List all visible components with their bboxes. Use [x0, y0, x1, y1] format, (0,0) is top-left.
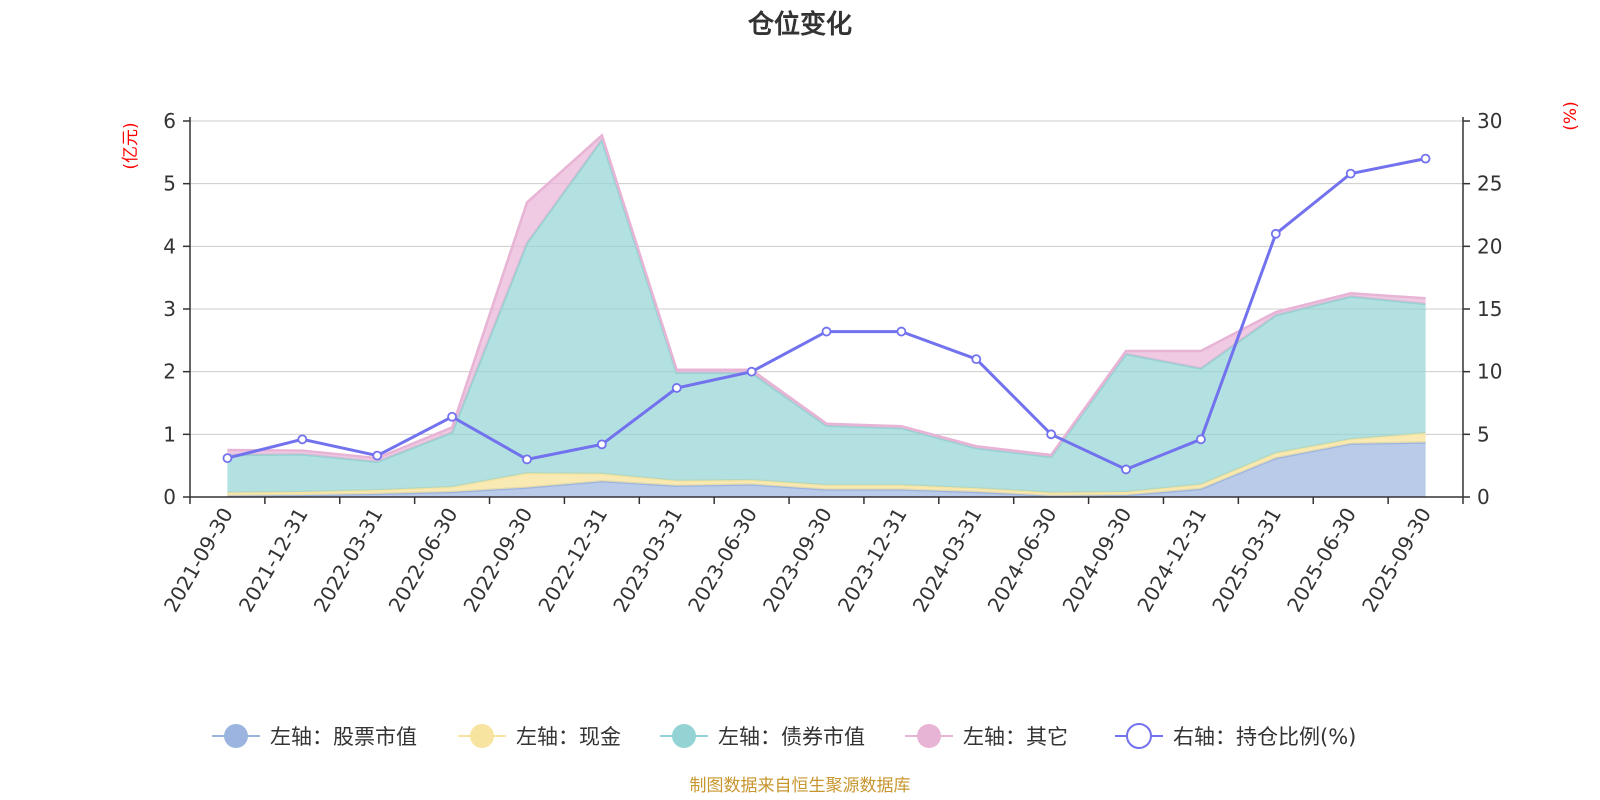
x-tick-label: 2024-09-30 — [1057, 504, 1136, 617]
left-tick-label: 2 — [163, 360, 176, 384]
x-tick-label: 2022-12-31 — [533, 504, 612, 617]
ratio-point — [1345, 168, 1356, 179]
right-tick-label: 10 — [1477, 360, 1502, 384]
source-note: 制图数据来自恒生聚源数据库 — [690, 776, 911, 796]
left-tick-label: 3 — [163, 297, 176, 321]
ratio-point — [1196, 434, 1206, 445]
ratio-point — [971, 354, 982, 365]
x-tick-label: 2021-09-30 — [159, 504, 238, 617]
right-tick-label: 20 — [1477, 234, 1502, 258]
ratio-point — [222, 453, 233, 464]
ratio-point — [671, 383, 682, 393]
ratio-point — [821, 326, 832, 337]
area-series-4-edge — [227, 133, 1426, 460]
legend-label: 左轴：其它 — [963, 725, 1068, 749]
x-tick-label: 2025-06-30 — [1282, 504, 1361, 617]
area-series-4 — [227, 135, 1426, 462]
left-tick-label: 5 — [163, 172, 176, 196]
legend-swatch-marker — [672, 724, 696, 748]
x-tick-label: 2022-09-30 — [458, 504, 537, 617]
area-series-1 — [227, 442, 1426, 497]
area-series-2 — [227, 433, 1426, 496]
ratio-point — [522, 454, 532, 465]
ratio-point — [447, 411, 457, 422]
x-tick-label: 2022-03-31 — [309, 504, 388, 617]
x-tick-label: 2023-09-30 — [758, 504, 837, 617]
ratio-point — [1270, 228, 1281, 239]
ratio-point — [1121, 464, 1131, 475]
legend-label: 左轴：股票市值 — [270, 725, 417, 749]
ratio-point — [372, 450, 383, 461]
area-series-3 — [227, 139, 1426, 493]
ratio-point — [1420, 153, 1431, 164]
x-tick-label: 2024-03-31 — [908, 504, 987, 617]
x-tick-label: 2023-06-30 — [683, 504, 762, 617]
legend-label: 右轴：持仓比例(%) — [1173, 725, 1356, 749]
legend-swatch-marker — [1126, 723, 1152, 749]
x-tick-label: 2025-03-31 — [1207, 504, 1286, 617]
left-axis-unit: (亿元) — [121, 122, 141, 169]
right-tick-label: 25 — [1477, 172, 1502, 196]
x-tick-label: 2021-12-31 — [234, 504, 313, 617]
ratio-point — [297, 434, 308, 445]
x-tick-label: 2023-12-31 — [833, 504, 912, 617]
x-tick-label: 2024-06-30 — [983, 504, 1062, 617]
x-tick-label: 2024-12-31 — [1132, 504, 1211, 617]
right-axis-unit: (%) — [1561, 101, 1581, 130]
x-tick-label: 2025-09-30 — [1357, 504, 1436, 617]
ratio-point — [896, 326, 907, 337]
legend-swatch-marker — [470, 724, 494, 748]
ratio-point — [1046, 429, 1057, 440]
left-tick-label: 1 — [163, 422, 176, 446]
left-tick-label: 4 — [163, 234, 176, 258]
right-tick-label: 0 — [1477, 485, 1490, 509]
right-tick-label: 30 — [1477, 109, 1502, 133]
x-tick-label: 2023-03-31 — [608, 504, 687, 617]
chart-title: 仓位变化 — [747, 9, 852, 40]
legend-swatch-marker — [224, 724, 248, 748]
right-tick-label: 15 — [1477, 297, 1502, 321]
left-tick-label: 0 — [163, 485, 176, 509]
right-tick-label: 5 — [1477, 422, 1490, 446]
holding-ratio-line — [222, 153, 1431, 475]
x-tick-label: 2022-06-30 — [384, 504, 463, 617]
legend-label: 左轴：债券市值 — [718, 725, 865, 749]
legend-swatch-marker — [917, 724, 941, 748]
left-tick-label: 6 — [163, 109, 176, 133]
legend: 左轴：股票市值 左轴：现金 左轴：债券市值 左轴：其它 右轴：持仓比例(%) — [212, 723, 1356, 749]
legend-label: 左轴：现金 — [516, 725, 621, 749]
ratio-point — [746, 366, 757, 377]
ratio-point — [596, 439, 607, 450]
stacked-areas — [227, 133, 1426, 497]
